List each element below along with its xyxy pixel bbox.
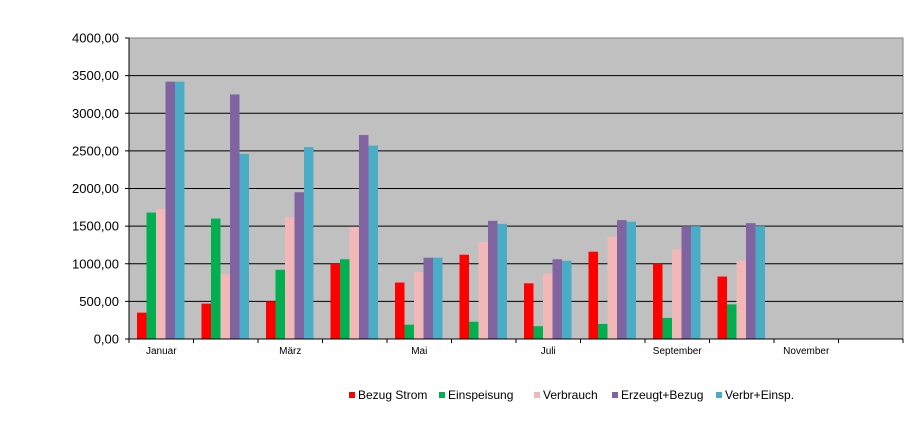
x-tick-labels: Januar März Mai Juli September November [146,346,830,357]
legend-swatch [349,392,355,398]
legend-item: Bezug Strom [349,388,427,402]
bar-verbr-einsp--februar [239,153,249,339]
legend-label: Erzeugt+Bezug [621,388,703,402]
bar-einspeisung-juni [469,321,479,339]
bar-bezug-strom-juli [524,283,534,339]
x-tick-label: März [279,346,301,357]
bar-bezug-strom-januar [137,312,147,339]
legend-swatch [612,392,618,398]
bars [137,81,765,340]
bar-verbr-einsp--märz [304,147,314,339]
bar-verbrauch-august [607,236,617,339]
legend-swatch [716,392,722,398]
legend-label: Bezug Strom [358,388,427,402]
bar-verbrauch-september [672,249,682,339]
bar-einspeisung-januar [146,212,156,339]
bar-verbrauch-märz [285,217,295,339]
bar-erzeugt-bezug-april [359,135,369,339]
bar-verbr-einsp--oktober [755,226,765,339]
bar-verbr-einsp--juni [497,223,507,339]
bar-bezug-strom-oktober [717,276,727,339]
bar-verbr-einsp--august [626,221,636,339]
bar-bezug-strom-märz [266,301,276,339]
bar-erzeugt-bezug-mai [423,257,433,339]
legend-label: Einspeisung [448,388,513,402]
legend-item: Verbrauch [534,388,598,402]
legend-label: Verbr+Einsp. [725,388,794,402]
legend-swatch [439,392,445,398]
y-tick-label: 2000,00 [72,181,119,196]
bar-bezug-strom-februar [201,303,211,339]
y-tick-label: 3000,00 [72,106,119,121]
bar-verbrauch-juli [543,273,553,339]
bar-einspeisung-oktober [727,304,737,339]
gridlines [129,75,903,302]
x-tick-label: Juli [541,346,556,357]
bar-verbrauch-februar [220,274,230,339]
legend-item: Einspeisung [439,388,513,402]
x-tick-label: Januar [146,346,177,357]
bar-erzeugt-bezug-februar [230,94,240,339]
legend-swatch [534,392,540,398]
y-tick-label: 1500,00 [72,219,119,234]
bar-bezug-strom-mai [395,282,405,339]
bar-verbrauch-mai [414,272,424,339]
bar-bezug-strom-april [330,263,340,339]
y-tick-label: 2500,00 [72,143,119,158]
bar-verbr-einsp--januar [175,81,185,340]
x-tick-label: November [783,346,830,357]
bar-verbr-einsp--april [368,145,378,339]
x-tick-label: Mai [411,346,427,357]
legend-label: Verbrauch [543,388,598,402]
y-tick-label: 4000,00 [72,31,119,46]
bar-verbrauch-april [349,226,359,339]
bar-erzeugt-bezug-juli [552,259,562,339]
bar-verbr-einsp--juli [562,260,572,339]
y-tick-labels: 0,00 500,00 1000,00 1500,00 2000,00 2500,00 30… [72,31,129,347]
bar-verbrauch-juni [478,241,488,339]
bar-einspeisung-juli [533,326,543,339]
bar-erzeugt-bezug-oktober [746,223,756,339]
bar-bezug-strom-august [588,251,598,339]
bar-erzeugt-bezug-september [681,226,691,339]
y-tick-label: 0,00 [94,332,119,347]
bar-verbr-einsp--september [691,226,701,339]
bar-einspeisung-februar [211,218,221,339]
x-tick-label: September [653,346,703,357]
y-tick-label: 1000,00 [72,256,119,271]
bar-bezug-strom-juni [459,254,469,339]
bar-einspeisung-april [340,259,350,339]
bar-einspeisung-mai [404,324,414,339]
bar-einspeisung-september [662,317,672,339]
legend-item: Erzeugt+Bezug [612,388,703,402]
bar-erzeugt-bezug-januar [165,81,175,340]
bar-einspeisung-august [598,323,608,339]
y-tick-label: 500,00 [79,294,119,309]
bar-bezug-strom-september [653,263,663,339]
legend: Bezug Strom Einspeisung Verbrauch Erzeugt+B… [349,388,794,402]
y-tick-label: 3500,00 [72,68,119,83]
bar-erzeugt-bezug-juni [488,220,498,339]
bar-verbr-einsp--mai [433,257,443,339]
bar-erzeugt-bezug-märz [294,192,304,339]
bar-verbrauch-oktober [736,260,746,339]
bar-einspeisung-märz [275,269,285,339]
bar-verbrauch-januar [156,208,166,339]
bar-erzeugt-bezug-august [617,220,627,339]
legend-item: Verbr+Einsp. [716,388,794,402]
